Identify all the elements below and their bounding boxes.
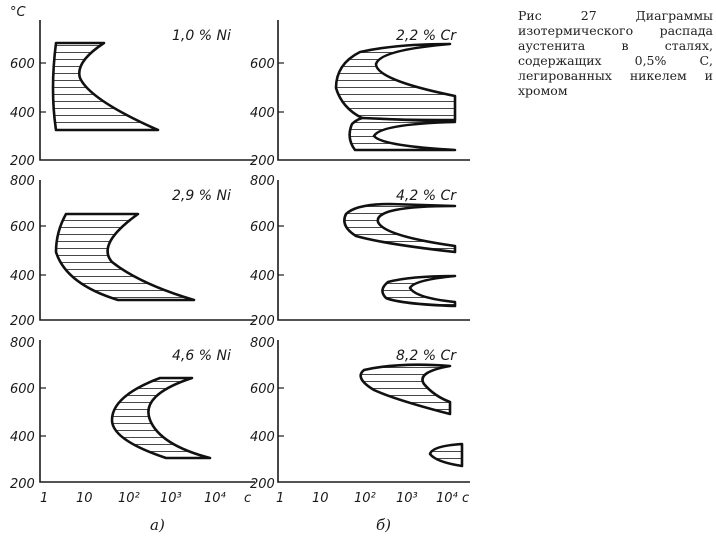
y-tick-600-right-bot: 600	[250, 382, 275, 397]
x-tick-10000-right: 10⁴	[436, 491, 459, 506]
x-tick-1-left: 1	[40, 491, 48, 506]
x-tick-10-left: 10	[76, 491, 93, 506]
y-tick-600-bot: 600	[10, 382, 35, 397]
y-tick-400-bot: 400	[10, 430, 35, 445]
x-tick-1000-right: 10³	[396, 491, 418, 506]
x-tick-labels-right: 1 10 10² 10³ 10⁴ с	[276, 491, 469, 506]
x-tick-100-right: 10²	[354, 491, 376, 506]
x-unit-right: с	[462, 491, 469, 506]
y-ticks	[40, 62, 284, 437]
figure-caption: Рис 27 Диаграммы изотермического распада…	[518, 8, 713, 98]
x-tick-1-right: 1	[276, 491, 284, 506]
panel-title-4: 4,2 % Cr	[396, 188, 457, 204]
x-tick-labels-left: 1 10 10² 10³ 10⁴ с	[40, 491, 251, 506]
y-unit-label: °C	[10, 5, 27, 20]
y-tick-200-right-top: 200	[250, 154, 275, 169]
left-column-frames	[39, 20, 255, 483]
panel-title-2: 2,2 % Cr	[396, 28, 457, 44]
curve-2-2-cr-lower	[348, 116, 457, 152]
curve-4-2-cr-lower	[381, 274, 457, 308]
y-tick-800-mid: 800	[10, 174, 35, 189]
y-tick-600-mid: 600	[10, 220, 35, 235]
y-tick-400-top: 400	[10, 106, 35, 121]
y-tick-200-right-bot: 200	[250, 477, 275, 492]
curve-4-6-ni	[110, 376, 212, 460]
y-tick-200-top: 200	[10, 154, 35, 169]
right-column-frames	[277, 20, 470, 483]
panel-title-5: 4,6 % Ni	[172, 348, 231, 364]
y-tick-800-right-mid: 800	[250, 174, 275, 189]
y-tick-400-right-bot: 400	[250, 430, 275, 445]
y-tick-200-bot: 200	[10, 477, 35, 492]
panel-title-6: 8,2 % Cr	[396, 348, 457, 364]
panel-title-3: 2,9 % Ni	[172, 188, 231, 204]
y-tick-400-right-top: 400	[250, 106, 275, 121]
y-tick-600-top: 600	[10, 57, 35, 72]
x-tick-10-right: 10	[312, 491, 329, 506]
y-tick-800-right-bot: 800	[250, 336, 275, 351]
panel-title-1: 1,0 % Ni	[172, 28, 231, 44]
x-tick-1000-left: 10³	[160, 491, 182, 506]
curve-2-2-cr-upper	[334, 42, 457, 122]
x-tick-100-left: 10²	[118, 491, 140, 506]
y-tick-400-right-mid: 400	[250, 269, 275, 284]
y-tick-400-mid: 400	[10, 269, 35, 284]
curve-4-2-cr-upper	[343, 202, 457, 254]
curve-8-2-cr-upper	[359, 363, 452, 416]
y-tick-200-right-mid: 200	[250, 314, 275, 329]
y-tick-800-bot: 800	[10, 336, 35, 351]
curve-2-9-ni	[54, 212, 196, 302]
column-label-b: б)	[376, 516, 391, 534]
y-tick-200-mid: 200	[10, 314, 35, 329]
x-tick-10000-left: 10⁴	[204, 491, 227, 506]
x-unit-left: с	[244, 491, 251, 506]
column-label-a: а)	[150, 516, 165, 534]
y-tick-labels: 600 400 200 800 600 400 200 800 600 400 …	[10, 57, 275, 492]
y-tick-600-right-mid: 600	[250, 220, 275, 235]
y-tick-600-right-top: 600	[250, 57, 275, 72]
curve-8-2-cr-lower	[428, 442, 464, 468]
curve-1-0-ni	[51, 41, 160, 132]
